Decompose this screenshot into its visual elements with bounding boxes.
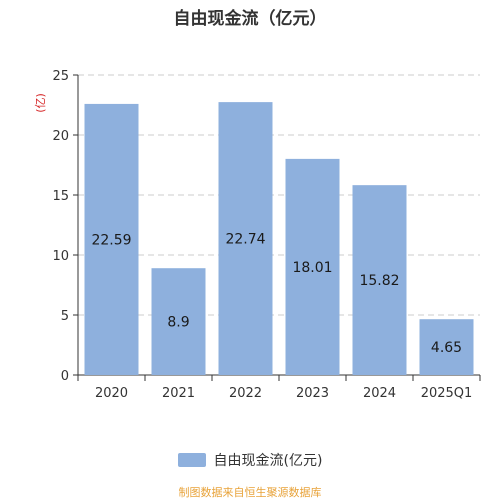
bar-value-label: 8.9	[167, 315, 189, 331]
legend[interactable]: 自由现金流(亿元)	[0, 450, 500, 470]
x-tick-label: 2025Q1	[421, 386, 473, 401]
x-tick-label: 2021	[162, 386, 195, 401]
legend-label: 自由现金流(亿元)	[213, 453, 323, 469]
y-tick-label: 25	[52, 69, 69, 84]
chart-title: 自由现金流（亿元）	[173, 9, 327, 29]
bar-value-label: 4.65	[431, 340, 462, 356]
y-tick-label: 5	[61, 309, 69, 324]
x-tick-label: 2022	[229, 386, 262, 401]
bar-2021[interactable]	[151, 268, 206, 375]
bar-2022[interactable]	[218, 102, 273, 376]
y-tick-label: 15	[52, 189, 69, 204]
gridlines	[73, 74, 480, 376]
bar-2020[interactable]	[84, 103, 139, 376]
y-tick-labels: 0 5 10 15 20 25	[52, 69, 69, 384]
y-tick-label: 10	[52, 249, 69, 264]
bar-value-label: 18.01	[292, 260, 332, 276]
x-tick-label: 2024	[363, 386, 396, 401]
bars	[84, 102, 474, 376]
y-tick-label: 0	[61, 369, 69, 384]
x-tick-label: 2020	[95, 386, 128, 401]
bar-labels: 22.59 8.9 22.74 18.01 15.82 4.65	[91, 232, 462, 357]
axes	[77, 75, 481, 381]
bar-2023[interactable]	[285, 158, 340, 375]
y-axis-unit-label: (亿)	[34, 93, 47, 113]
bar-2024[interactable]	[352, 185, 407, 375]
bar-2025Q1[interactable]	[419, 319, 474, 375]
legend-swatch	[177, 453, 206, 467]
bar-value-label: 15.82	[359, 273, 399, 289]
x-tick-label: 2023	[296, 386, 329, 401]
x-tick-labels: 2020 2021 2022 2023 2024 2025Q1	[95, 386, 472, 401]
bar-value-label: 22.74	[225, 232, 265, 248]
y-tick-label: 20	[52, 129, 69, 144]
bar-value-label: 22.59	[91, 232, 131, 248]
source-note: 制图数据来自恒生聚源数据库	[178, 486, 322, 499]
